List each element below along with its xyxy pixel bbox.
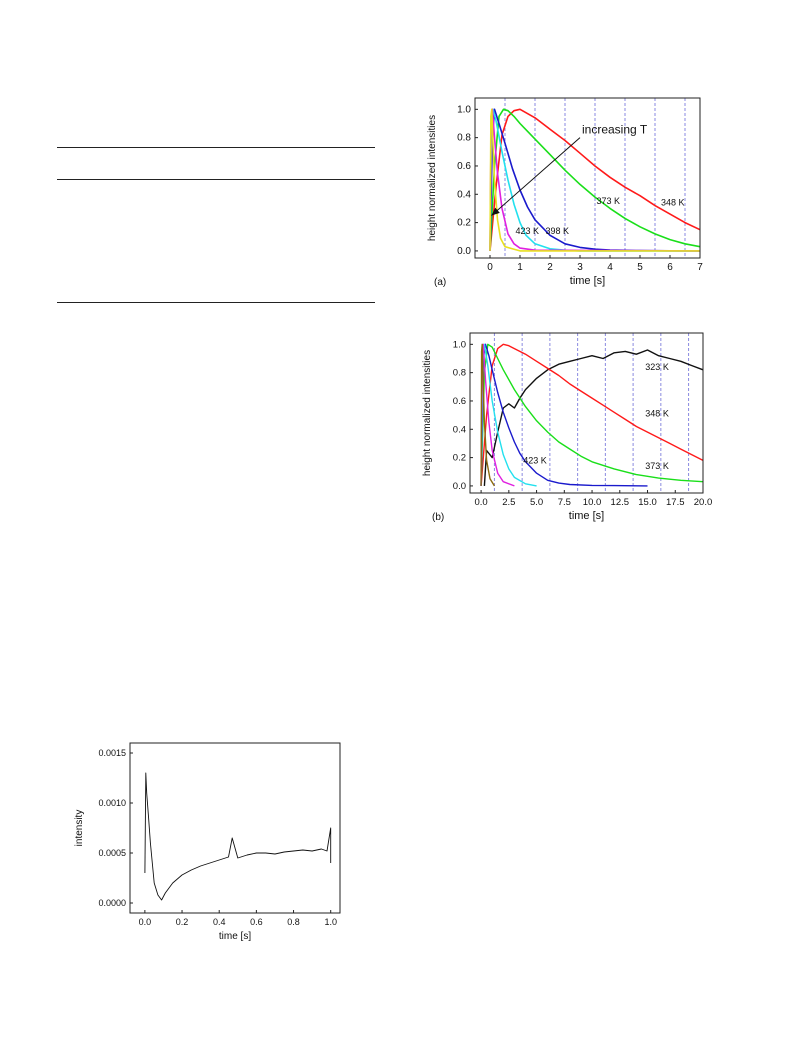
- chart-c-ytick-label-1: 0.0005: [98, 848, 126, 858]
- chart-b-ylabel: height normalized intensities: [422, 350, 433, 476]
- chart-b-series-label-2: 423 K: [523, 455, 547, 465]
- chart-c-xtick-label-3: 0.6: [250, 917, 263, 927]
- chart-c-series-0: [144, 772, 332, 901]
- chart-b-series: [480, 343, 704, 487]
- chart-a-xtick-label-0: 0: [487, 262, 493, 273]
- chart-b-ytick-label-5: 1.0: [453, 339, 466, 350]
- chart-a-xtick-label-4: 4: [607, 262, 613, 273]
- chart-c-xticks: 0.0 0.2 0.4 0.6 0.8 1.0: [139, 910, 337, 927]
- chart-c-xtick-label-4: 0.8: [287, 917, 300, 927]
- chart-b-series-label-0: 323 K: [645, 362, 669, 372]
- chart-a-xtick-label-3: 3: [577, 262, 583, 273]
- chart-a-series-label-3: 398 K: [546, 226, 570, 236]
- chart-a-ytick-label-5: 1.0: [457, 104, 471, 115]
- chart-b-series-6: [480, 343, 495, 487]
- chart-c-frame: [129, 742, 341, 914]
- chart-b-ytick-label-3: 0.6: [453, 396, 466, 407]
- chart-a-xtick-label-5: 5: [637, 262, 643, 273]
- chart-c-ylabel: intensity: [74, 810, 85, 847]
- chart-a-annotation-arrowhead: [491, 207, 500, 216]
- chart-a-frame: [474, 97, 701, 259]
- chart-b-xtick-label-8: 20.0: [694, 497, 713, 508]
- chart-b-ytick-label-0: 0.0: [453, 481, 466, 492]
- chart-b-xtick-label-6: 15.0: [638, 497, 657, 508]
- chart-b-xtick-label-5: 12.5: [611, 497, 630, 508]
- chart-a-ytick-label-2: 0.4: [457, 189, 471, 200]
- chart-a-yticks: 0.0 0.2 0.4 0.6 0.8 1.0: [457, 104, 478, 257]
- chart-c-ytick-label-3: 0.0015: [98, 748, 126, 758]
- chart-b-frame: [469, 332, 704, 494]
- chart-a-ytick-label-3: 0.6: [457, 161, 471, 172]
- chart-a-panel-label: (a): [434, 277, 446, 288]
- chart-b-series-0: [483, 349, 704, 486]
- chart-b-ytick-label-1: 0.2: [453, 453, 466, 464]
- chart-c-ytick-label-2: 0.0010: [98, 798, 126, 808]
- chart-a-ytick-label-1: 0.2: [457, 218, 471, 229]
- chart-b-xtick-label-7: 17.5: [666, 497, 685, 508]
- chart-b-xtick-label-2: 5.0: [530, 497, 543, 508]
- chart-c-xlabel: time [s]: [219, 931, 251, 942]
- chart-c: 0.0 0.2 0.4 0.6 0.8 1.0 0.00000.00050.00100.0…: [74, 742, 341, 942]
- chart-a-xtick-label-1: 1: [517, 262, 523, 273]
- chart-b-xtick-label-1: 2.5: [502, 497, 515, 508]
- chart-a-xtick-label-6: 6: [667, 262, 673, 273]
- chart-c-xtick-label-5: 1.0: [324, 917, 337, 927]
- chart-c-ytick-label-0: 0.0000: [98, 898, 126, 908]
- chart-b-series-label-1: 348 K: [645, 409, 669, 419]
- chart-c-xtick-label-1: 0.2: [176, 917, 189, 927]
- chart-b-ytick-label-4: 0.8: [453, 368, 466, 379]
- table-rule-top: [57, 147, 375, 148]
- chart-b-panel-label: (b): [432, 512, 444, 523]
- chart-b-series-3: [480, 343, 648, 487]
- chart-c-series: [144, 772, 332, 901]
- chart-a: 0 1 2 3 4 5 6 7 0.0 0.2 0.4 0.6 0.8 1.0 348 K 373 K 42…: [427, 97, 703, 288]
- chart-b-labels: 323 K 348 K 423 K 373 K: [523, 362, 669, 471]
- chart-a-series-label-0: 348 K: [661, 198, 685, 208]
- chart-a-series-0: [489, 108, 701, 251]
- chart-a-ylabel: height normalized intensities: [427, 115, 438, 241]
- table-rule-bottom: [57, 302, 375, 303]
- chart-b-series-label-3: 373 K: [645, 461, 669, 471]
- chart-a-xtick-label-7: 7: [697, 262, 703, 273]
- chart-b-xtick-label-0: 0.0: [474, 497, 487, 508]
- chart-b: 0.0 2.5 5.0 7.5 10.0 12.5 15.0 17.5 20.0 0.00.20…: [422, 332, 712, 523]
- chart-b-yticks: 0.0 0.2 0.4 0.6 0.8 1.0: [453, 339, 473, 492]
- chart-a-vlines: [504, 98, 686, 258]
- chart-a-annotation-arrow: [491, 137, 581, 216]
- chart-c-xtick-label-0: 0.0: [139, 917, 152, 927]
- chart-a-ytick-label-0: 0.0: [457, 246, 471, 257]
- chart-a-xtick-label-2: 2: [547, 262, 553, 273]
- chart-a-series-1: [489, 108, 701, 251]
- chart-b-xlabel: time [s]: [569, 510, 604, 522]
- chart-a-annotation-text: increasing T: [582, 123, 648, 137]
- chart-a-xlabel: time [s]: [570, 275, 605, 287]
- chart-b-xtick-label-3: 7.5: [558, 497, 571, 508]
- chart-b-xticks: 0.0 2.5 5.0 7.5 10.0 12.5 15.0 17.5 20.0: [474, 490, 712, 508]
- chart-a-ytick-label-4: 0.8: [457, 133, 471, 144]
- chart-b-ytick-label-2: 0.4: [453, 424, 466, 435]
- chart-a-series-label-1: 373 K: [597, 196, 621, 206]
- table-rule-middle: [57, 179, 375, 180]
- chart-b-series-2: [480, 343, 704, 486]
- chart-a-annotation: increasing T: [491, 123, 648, 216]
- chart-b-series-1: [480, 343, 704, 486]
- chart-c-yticks: 0.0000 0.0005 0.0010 0.0015: [98, 748, 133, 908]
- chart-c-xtick-label-2: 0.4: [213, 917, 226, 927]
- chart-a-series: [489, 108, 701, 252]
- chart-a-series-label-2: 423 K: [516, 226, 540, 236]
- chart-a-xticks: 0 1 2 3 4 5 6 7: [487, 255, 703, 273]
- chart-a-labels: 348 K 373 K 423 K 398 K: [516, 196, 685, 236]
- chart-a-series-5: [489, 108, 700, 252]
- chart-b-xtick-label-4: 10.0: [583, 497, 602, 508]
